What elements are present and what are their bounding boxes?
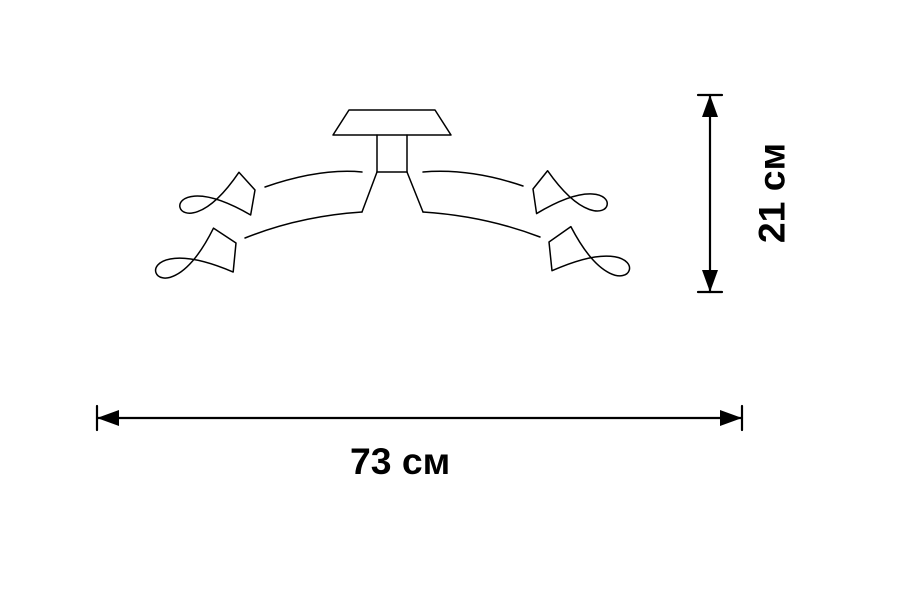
diagram-stage: 73 см 21 см — [0, 0, 900, 600]
width-dimension-label: 73 см — [350, 440, 450, 483]
height-dimension-label: 21 см — [751, 143, 794, 243]
diagram-svg — [0, 0, 900, 600]
